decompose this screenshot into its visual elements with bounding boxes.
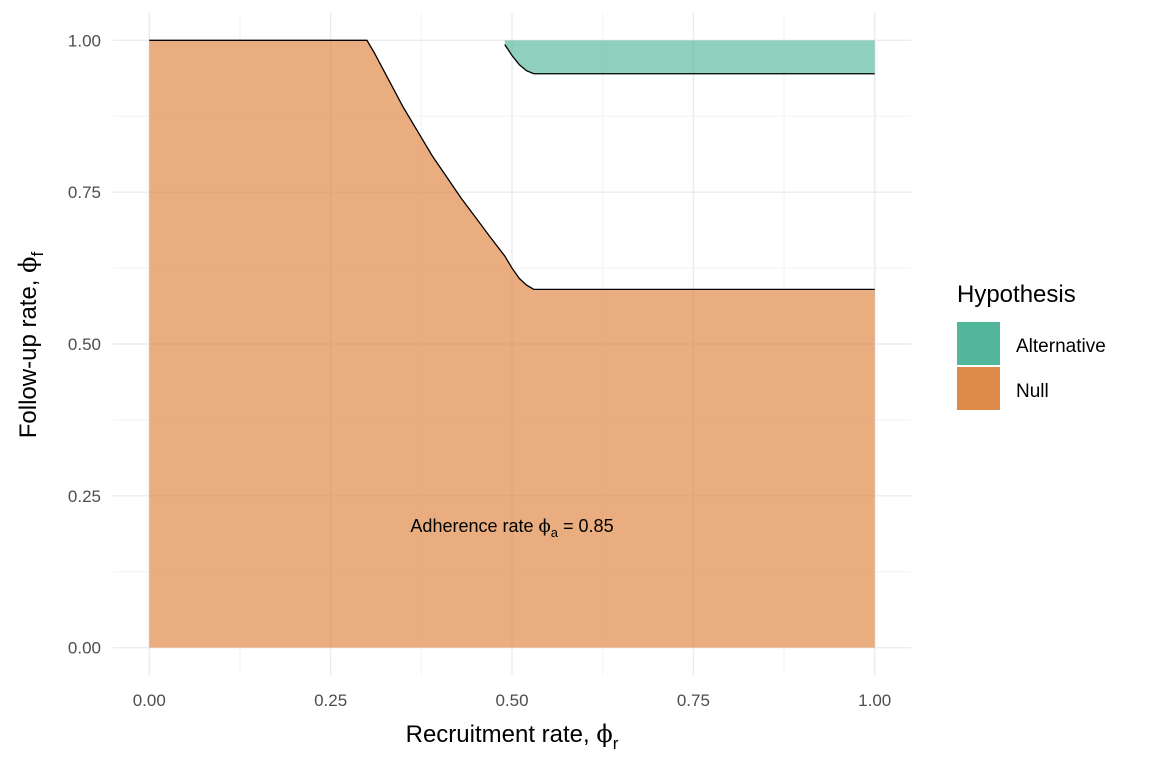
area-null bbox=[149, 40, 875, 648]
annotation-suffix: = 0.85 bbox=[558, 516, 614, 536]
y-axis-title-subscript: f bbox=[28, 251, 47, 256]
x-axis-title: Recruitment rate, ϕr bbox=[406, 720, 619, 753]
legend-label-alternative: Alternative bbox=[1016, 336, 1106, 357]
x-tick-label: 0.50 bbox=[495, 691, 528, 710]
legend-swatch-alternative bbox=[957, 322, 1000, 365]
y-tick-label: 1.00 bbox=[68, 31, 101, 50]
x-axis-title-symbol: ϕ bbox=[596, 720, 612, 748]
y-tick-label: 0.75 bbox=[68, 183, 101, 202]
legend-label-null: Null bbox=[1016, 381, 1049, 402]
annotation-text: Adherence rate ϕa = 0.85 bbox=[410, 516, 613, 540]
annotation-subscript: a bbox=[551, 525, 559, 540]
y-tick-label: 0.25 bbox=[68, 487, 101, 506]
y-axis-title: Follow-up rate, ϕf bbox=[14, 251, 47, 438]
area-alternative bbox=[504, 40, 875, 74]
y-tick-label: 0.50 bbox=[68, 335, 101, 354]
hypothesis-areas bbox=[149, 39, 875, 648]
legend-title: Hypothesis bbox=[957, 281, 1076, 308]
x-axis-title-subscript: r bbox=[613, 734, 619, 753]
legend: Hypothesis Alternative Null bbox=[957, 281, 1106, 410]
x-tick-label: 0.25 bbox=[314, 691, 347, 710]
annotation: Adherence rate ϕa = 0.85 bbox=[410, 516, 613, 540]
annotation-prefix: Adherence rate bbox=[410, 516, 538, 536]
y-axis-ticks: 0.00 0.25 0.50 0.75 1.00 bbox=[68, 31, 101, 657]
x-axis-ticks: 0.00 0.25 0.50 0.75 1.00 bbox=[133, 691, 892, 710]
x-tick-label: 1.00 bbox=[858, 691, 891, 710]
x-tick-label: 0.75 bbox=[677, 691, 710, 710]
x-axis-title-text: Recruitment rate, bbox=[406, 721, 597, 748]
y-tick-label: 0.00 bbox=[68, 639, 101, 658]
y-axis-title-text: Follow-up rate, bbox=[15, 273, 42, 438]
y-axis-title-symbol: ϕ bbox=[14, 256, 42, 272]
annotation-symbol: ϕ bbox=[539, 516, 551, 537]
boundary-alternative bbox=[504, 44, 875, 75]
x-tick-label: 0.00 bbox=[133, 691, 166, 710]
boundary-null bbox=[149, 39, 875, 290]
legend-swatch-null bbox=[957, 367, 1000, 410]
